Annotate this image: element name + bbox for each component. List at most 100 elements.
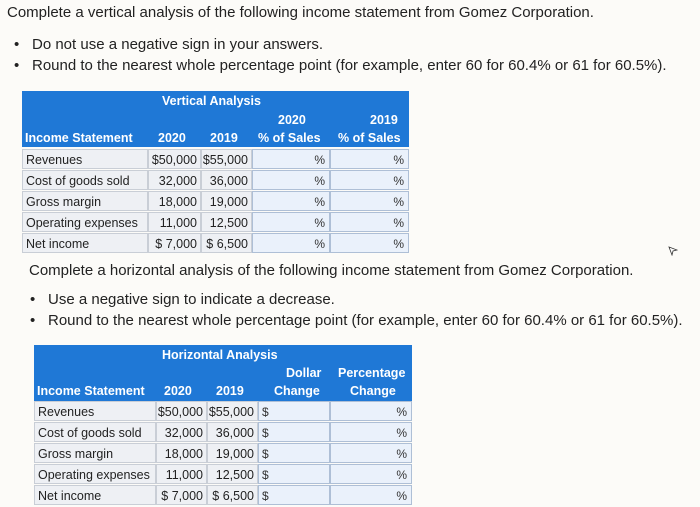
- vertical-col-income-statement: Income Statement: [25, 131, 133, 145]
- horizontal-col-income-statement: Income Statement: [37, 384, 145, 398]
- percentage-change-input[interactable]: %: [330, 464, 412, 484]
- pct-of-sales-2019-input[interactable]: %: [330, 212, 409, 232]
- dollar-change-input[interactable]: $: [258, 464, 330, 484]
- pct-of-sales-2020-input[interactable]: %: [252, 170, 330, 190]
- horizontal-col-pct-1: Percentage: [338, 366, 406, 380]
- vertical-col-pct2020-year: 2020: [278, 113, 306, 127]
- dollar-change-input[interactable]: $: [258, 485, 330, 505]
- percent-sign: %: [393, 174, 404, 188]
- row-label: Revenues: [34, 401, 156, 421]
- percentage-change-input[interactable]: %: [330, 422, 412, 442]
- percent-sign: %: [396, 489, 407, 503]
- horizontal-col-dollar-1: Dollar: [286, 366, 322, 380]
- mouse-cursor-icon: [668, 246, 678, 256]
- pct-of-sales-2019-input[interactable]: %: [330, 233, 409, 253]
- horizontal-col-2019: 2019: [216, 384, 244, 398]
- value-2020: $ 7,000: [148, 233, 201, 253]
- vertical-header-band: [22, 91, 409, 147]
- table-row: Cost of goods sold 32,000 36,000 $ %: [34, 422, 412, 442]
- dollar-sign: $: [262, 468, 269, 482]
- table-row: Cost of goods sold 32,000 36,000 % %: [22, 170, 409, 190]
- horizontal-instruction: Complete a horizontal analysis of the fo…: [29, 262, 634, 279]
- value-2020: 18,000: [148, 191, 201, 211]
- table-row: Net income $ 7,000 $ 6,500 % %: [22, 233, 409, 253]
- percent-sign: %: [396, 468, 407, 482]
- value-2019: 12,500: [207, 464, 258, 484]
- percent-sign: %: [314, 195, 325, 209]
- vertical-analysis-table: Vertical Analysis Income Statement 2020 …: [22, 91, 409, 253]
- horizontal-header-band: [34, 345, 412, 401]
- bullet-dot-icon: •: [30, 291, 36, 308]
- value-2020: 32,000: [148, 170, 201, 190]
- bullet-dot-icon: •: [30, 312, 36, 329]
- dollar-change-input[interactable]: $: [258, 422, 330, 442]
- pct-of-sales-2019-input[interactable]: %: [330, 170, 409, 190]
- value-2020: 18,000: [156, 443, 207, 463]
- pct-of-sales-2020-input[interactable]: %: [252, 149, 330, 169]
- percent-sign: %: [314, 216, 325, 230]
- pct-of-sales-2020-input[interactable]: %: [252, 191, 330, 211]
- table-row: Gross margin 18,000 19,000 $ %: [34, 443, 412, 463]
- horizontal-col-2020: 2020: [164, 384, 192, 398]
- value-2019: 12,500: [201, 212, 252, 232]
- pct-of-sales-2020-input[interactable]: %: [252, 212, 330, 232]
- row-label: Cost of goods sold: [22, 170, 148, 190]
- value-2020: 11,000: [156, 464, 207, 484]
- vertical-col-2019: 2019: [210, 131, 238, 145]
- row-label: Gross margin: [22, 191, 148, 211]
- value-2019: $ 6,500: [201, 233, 252, 253]
- vertical-bullet-2: • Round to the nearest whole percentage p…: [14, 57, 667, 74]
- percent-sign: %: [393, 216, 404, 230]
- percent-sign: %: [314, 153, 325, 167]
- percentage-change-input[interactable]: %: [330, 401, 412, 421]
- horizontal-analysis-table: Horizontal Analysis Income Statement 202…: [34, 345, 412, 507]
- percent-sign: %: [393, 237, 404, 251]
- horizontal-bullet-2: • Round to the nearest whole percentage p…: [30, 312, 683, 329]
- value-2019: 36,000: [207, 422, 258, 442]
- percent-sign: %: [393, 195, 404, 209]
- row-label: Cost of goods sold: [34, 422, 156, 442]
- dollar-sign: $: [262, 447, 269, 461]
- value-2019: $ 6,500: [207, 485, 258, 505]
- value-2020: $ 7,000: [156, 485, 207, 505]
- vertical-col-pct2020-label: % of Sales: [258, 131, 321, 145]
- horizontal-bullet-1: • Use a negative sign to indicate a decre…: [30, 291, 335, 308]
- row-label: Revenues: [22, 149, 148, 169]
- percentage-change-input[interactable]: %: [330, 485, 412, 505]
- percent-sign: %: [396, 426, 407, 440]
- horizontal-col-pct-2: Change: [350, 384, 396, 398]
- value-2020: $50,000: [148, 149, 201, 169]
- table-row: Revenues $50,000 $55,000 $ %: [34, 401, 412, 421]
- table-row: Gross margin 18,000 19,000 % %: [22, 191, 409, 211]
- pct-of-sales-2020-input[interactable]: %: [252, 233, 330, 253]
- value-2019: 36,000: [201, 170, 252, 190]
- pct-of-sales-2019-input[interactable]: %: [330, 149, 409, 169]
- dollar-sign: $: [262, 426, 269, 440]
- percent-sign: %: [314, 174, 325, 188]
- vertical-col-2020: 2020: [158, 131, 186, 145]
- row-label: Net income: [34, 485, 156, 505]
- percent-sign: %: [393, 153, 404, 167]
- value-2019: 19,000: [207, 443, 258, 463]
- vertical-instruction: Complete a vertical analysis of the foll…: [7, 4, 594, 21]
- row-label: Operating expenses: [22, 212, 148, 232]
- pct-of-sales-2019-input[interactable]: %: [330, 191, 409, 211]
- dollar-sign: $: [262, 489, 269, 503]
- table-row: Revenues $50,000 $55,000 % %: [22, 149, 409, 169]
- vertical-bullet-1: • Do not use a negative sign in your answ…: [14, 36, 323, 53]
- row-label: Operating expenses: [34, 464, 156, 484]
- percentage-change-input[interactable]: %: [330, 443, 412, 463]
- table-row: Operating expenses 11,000 12,500 % %: [22, 212, 409, 232]
- vertical-col-pct2019-label: % of Sales: [338, 131, 401, 145]
- dollar-change-input[interactable]: $: [258, 401, 330, 421]
- dollar-change-input[interactable]: $: [258, 443, 330, 463]
- value-2019: $55,000: [207, 401, 258, 421]
- value-2019: $55,000: [201, 149, 252, 169]
- value-2019: 19,000: [201, 191, 252, 211]
- vertical-col-pct2019-year: 2019: [370, 113, 398, 127]
- row-label: Gross margin: [34, 443, 156, 463]
- bullet-dot-icon: •: [14, 57, 20, 74]
- dollar-sign: $: [262, 405, 269, 419]
- table-row: Operating expenses 11,000 12,500 $ %: [34, 464, 412, 484]
- table-row: Net income $ 7,000 $ 6,500 $ %: [34, 485, 412, 505]
